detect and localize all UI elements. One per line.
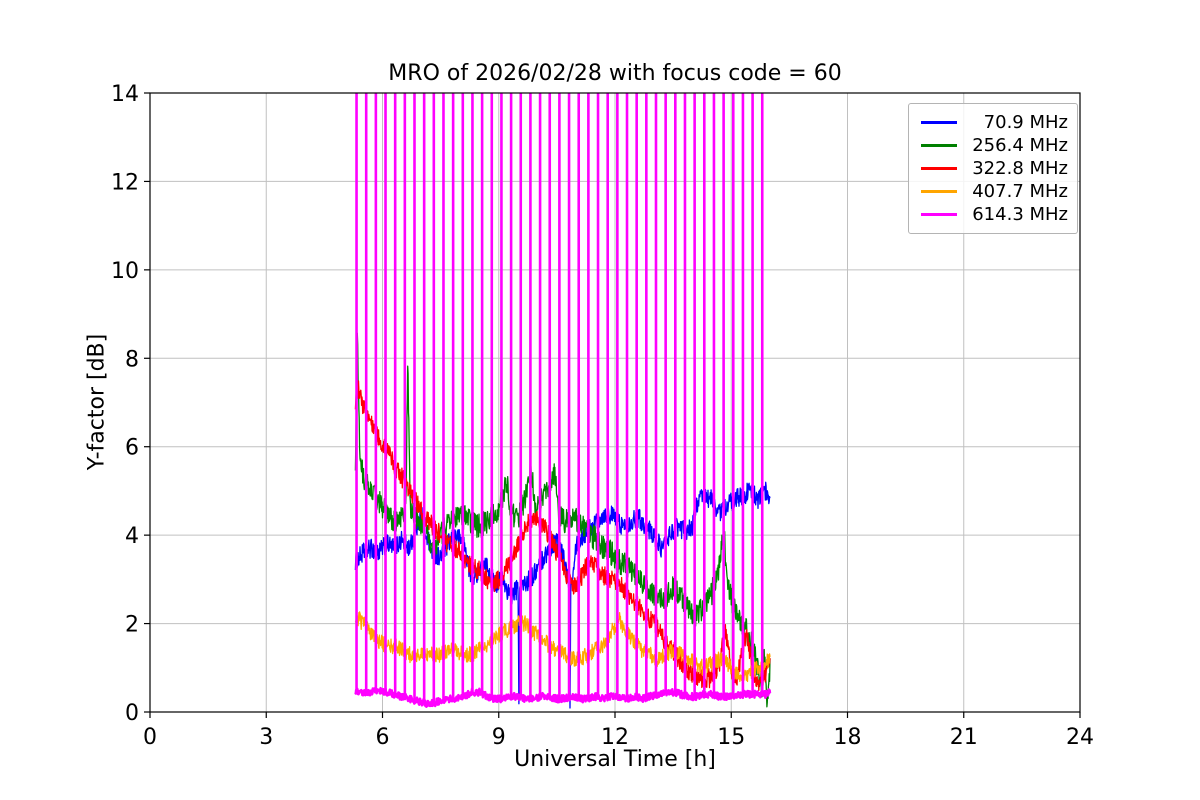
x-tick-label: 15 bbox=[717, 725, 745, 750]
legend-entry: 256.4 MHz bbox=[921, 134, 1068, 157]
y-tick-label: 4 bbox=[125, 524, 139, 549]
legend-entry: 407.7 MHz bbox=[921, 180, 1068, 203]
x-tick-label: 21 bbox=[950, 725, 978, 750]
y-tick-label: 14 bbox=[111, 82, 139, 107]
legend-line-swatch bbox=[921, 167, 957, 170]
series-line-614-3-mhz bbox=[354, 686, 772, 708]
legend-line-swatch bbox=[921, 190, 957, 193]
y-tick-label: 10 bbox=[111, 259, 139, 284]
y-tick-label: 8 bbox=[125, 347, 139, 372]
y-axis-label: Y-factor [dB] bbox=[84, 333, 110, 471]
legend-line-swatch bbox=[921, 144, 957, 147]
chart-title: MRO of 2026/02/28 with focus code = 60 bbox=[388, 61, 842, 86]
legend-label: 70.9 MHz bbox=[983, 112, 1068, 133]
x-tick-label: 12 bbox=[601, 725, 629, 750]
legend-entry: 614.3 MHz bbox=[921, 203, 1068, 226]
x-tick-label: 3 bbox=[259, 725, 273, 750]
x-tick-label: 9 bbox=[492, 725, 506, 750]
x-axis-label: Universal Time [h] bbox=[514, 747, 716, 772]
legend-line-swatch bbox=[921, 213, 957, 216]
legend-label: 407.7 MHz bbox=[972, 181, 1068, 202]
y-tick-label: 12 bbox=[111, 170, 139, 195]
y-tick-label: 2 bbox=[125, 613, 139, 638]
x-tick-label: 0 bbox=[143, 725, 157, 750]
x-tick-label: 18 bbox=[834, 725, 862, 750]
legend-label: 322.8 MHz bbox=[972, 158, 1068, 179]
series-line-407-7-mhz bbox=[354, 611, 771, 684]
legend-label: 614.3 MHz bbox=[972, 204, 1068, 225]
legend-line-swatch bbox=[921, 121, 957, 124]
legend-entry: 322.8 MHz bbox=[921, 157, 1068, 180]
legend-label: 256.4 MHz bbox=[972, 135, 1068, 156]
y-tick-label: 6 bbox=[125, 436, 139, 461]
x-tick-label: 24 bbox=[1066, 725, 1094, 750]
legend-box: 70.9 MHz 256.4 MHz 322.8 MHz 407.7 MHz 614.3… bbox=[908, 103, 1078, 234]
y-tick-label: 0 bbox=[125, 701, 139, 726]
x-tick-label: 6 bbox=[376, 725, 390, 750]
legend-entry: 70.9 MHz bbox=[921, 111, 1068, 134]
series-line-322-8-mhz bbox=[354, 380, 771, 692]
